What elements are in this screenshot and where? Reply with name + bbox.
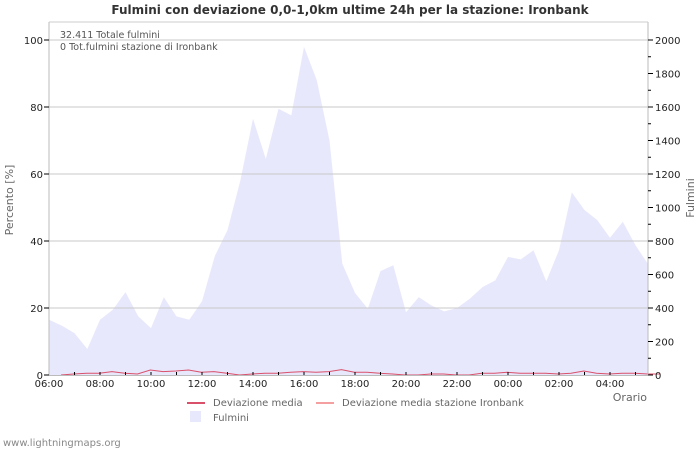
right-tick-label: 600 [655, 271, 674, 282]
left-tick-label: 20 [30, 304, 43, 315]
left-tick-label: 0 [37, 371, 43, 382]
axis-ticks: 0204060801000200400600800100012001400160… [24, 36, 681, 390]
legend: Deviazione media Deviazione media stazio… [187, 398, 524, 424]
left-tick-label: 60 [30, 170, 43, 181]
legend-label-deviation: Deviazione media [213, 398, 303, 409]
legend-swatch-fulmini [190, 411, 201, 422]
x-tick-label: 02:00 [545, 379, 574, 390]
x-tick-label: 06:00 [35, 379, 64, 390]
deviation-polyline [60, 369, 661, 376]
x-tick-label: 12:00 [188, 379, 217, 390]
right-tick-label: 2000 [655, 36, 680, 47]
deviation-line [60, 369, 661, 376]
info-station-strikes: 0 Tot.fulmini stazione di Ironbank [60, 42, 218, 53]
right-tick-label: 200 [655, 338, 674, 349]
x-tick-label: 20:00 [392, 379, 421, 390]
right-tick-label: 1800 [655, 70, 680, 81]
right-axis-label: Fulmini [684, 178, 697, 218]
right-tick-label: 1000 [655, 204, 680, 215]
watermark: www.lightningmaps.org [3, 438, 121, 449]
x-tick-label: 10:00 [137, 379, 166, 390]
fulmini-area-path [49, 46, 649, 375]
right-tick-label: 1200 [655, 170, 680, 181]
x-tick-label: 18:00 [341, 379, 370, 390]
left-tick-label: 40 [30, 237, 43, 248]
x-axis-label: Orario [613, 391, 648, 404]
left-axis-label: Percento [%] [3, 165, 16, 236]
right-tick-label: 0 [655, 371, 661, 382]
info-total-strikes: 32.411 Totale fulmini [60, 30, 160, 41]
right-tick-label: 800 [655, 237, 674, 248]
x-tick-label: 08:00 [86, 379, 115, 390]
x-tick-label: 22:00 [443, 379, 472, 390]
x-tick-label: 16:00 [290, 379, 319, 390]
left-tick-label: 100 [24, 36, 43, 47]
x-tick-label: 14:00 [239, 379, 268, 390]
left-tick-label: 80 [30, 103, 43, 114]
right-tick-label: 1600 [655, 103, 680, 114]
right-tick-label: 1400 [655, 137, 680, 148]
plot-frame [48, 21, 649, 376]
x-tick-label: 00:00 [494, 379, 523, 390]
legend-label-fulmini: Fulmini [213, 413, 249, 424]
legend-label-station-deviation: Deviazione media stazione Ironbank [342, 398, 524, 409]
chart-title: Fulmini con deviazione 0,0-1,0km ultime … [111, 3, 589, 17]
fulmini-area [49, 39, 649, 375]
right-tick-label: 400 [655, 304, 674, 315]
x-tick-label: 04:00 [596, 379, 625, 390]
